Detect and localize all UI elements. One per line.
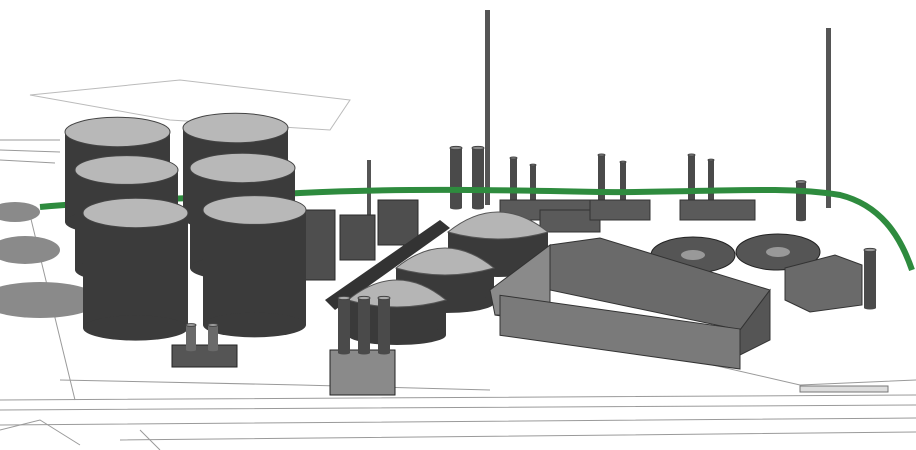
silos [64, 112, 307, 341]
unit [329, 349, 396, 396]
stack-roof [449, 145, 463, 151]
stack-body [510, 158, 517, 208]
stack-roof [707, 158, 715, 162]
stack-base [378, 351, 390, 355]
stack-roof [619, 160, 627, 164]
parking-area [29, 79, 351, 131]
conveyor [325, 220, 450, 310]
stack-roof [529, 163, 537, 167]
stack-body [530, 165, 536, 210]
digester-dome [394, 247, 496, 276]
silo-roof [182, 112, 289, 144]
stack-base [338, 351, 350, 355]
silo-body [203, 210, 306, 325]
stack-body [358, 298, 370, 353]
stack-body [450, 148, 462, 208]
silo-base [203, 312, 306, 338]
sign [799, 385, 889, 393]
tank-group [339, 214, 376, 261]
clarifier-center [681, 250, 705, 260]
stack-base [796, 218, 806, 222]
stack-roof [863, 247, 877, 253]
digester-dome [446, 211, 550, 240]
tank-group [377, 199, 419, 246]
stack-body [688, 155, 695, 210]
front-structures [171, 211, 889, 396]
equipment [589, 199, 651, 221]
stack-body [864, 250, 876, 308]
silo-roof [189, 152, 296, 184]
digester-base [348, 325, 446, 345]
stack-base [472, 206, 484, 210]
chimney [485, 10, 490, 205]
stack-roof [597, 153, 606, 157]
silo-roof [202, 195, 307, 225]
stack-roof [357, 295, 371, 301]
digester-dome [346, 279, 448, 308]
silo-base [83, 315, 188, 341]
stack-base [864, 306, 876, 310]
stack-roof [185, 323, 197, 327]
stack-body [620, 162, 626, 210]
equipment [539, 209, 601, 233]
stack-base [450, 206, 462, 210]
stack-roof [471, 145, 485, 151]
shadow [0, 236, 60, 264]
stack-base [186, 348, 196, 352]
site-line [0, 419, 161, 450]
stack-base [208, 348, 218, 352]
stack-body [708, 160, 714, 210]
silo-roof [64, 116, 171, 148]
site-line [0, 139, 61, 164]
stack-roof [337, 295, 351, 301]
hall-wall [499, 294, 741, 370]
stack-roof [509, 156, 518, 160]
stack-body [208, 325, 218, 350]
clarifier-center [766, 247, 790, 257]
stack-body [338, 298, 350, 353]
silo-body [83, 213, 188, 328]
road [0, 394, 916, 441]
silo-roof [82, 197, 189, 229]
back-structures [304, 145, 807, 281]
tank-group [304, 209, 336, 281]
stack-roof [377, 295, 391, 301]
shadow [0, 202, 40, 222]
stack-body [472, 148, 484, 208]
shadow [0, 282, 100, 318]
equipment [679, 199, 756, 221]
building [784, 254, 863, 313]
unit [171, 344, 238, 368]
stack-body [598, 155, 605, 210]
stack-roof [795, 180, 807, 184]
stack-body [186, 325, 196, 350]
stack-roof [207, 323, 219, 327]
stack-body [378, 298, 390, 353]
chimney [826, 28, 831, 208]
stack-roof [687, 153, 696, 157]
shadows [0, 202, 100, 318]
stack-body [796, 182, 806, 220]
silo-roof [74, 155, 179, 185]
stack-base [358, 351, 370, 355]
